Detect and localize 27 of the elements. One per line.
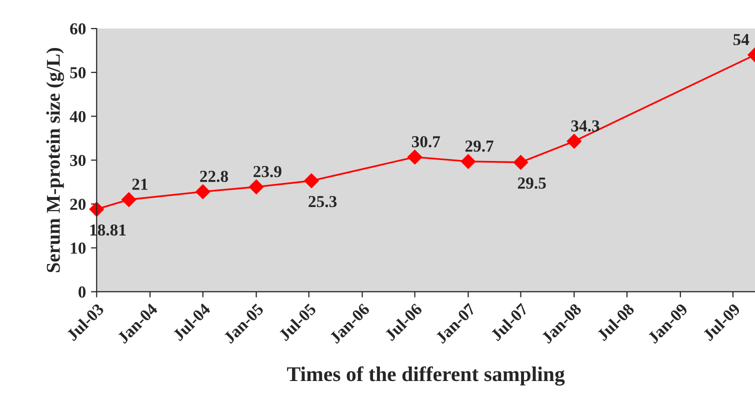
y-tick-label: 60 [70,23,86,35]
data-label: 21 [132,178,148,190]
y-tick-label: 50 [70,67,86,78]
y-tick-label: 20 [70,198,86,210]
y-axis-title: Serum M-protein size (g/L) [46,48,64,272]
point [460,154,476,169]
data-label: 25.3 [308,196,337,208]
data-label: 29.5 [518,178,546,189]
data-label: 30.7 [412,136,440,148]
point [407,150,422,164]
data-label: 22.8 [200,170,228,182]
point [248,180,264,194]
point [195,184,210,200]
data-label: 29.7 [465,140,494,152]
x-axis-title: Times of the different sampling [287,366,565,386]
y-tick-label: 40 [70,110,86,122]
y-tick-label: 0 [78,286,86,298]
point [121,192,136,208]
y-tick-label: 10 [70,242,86,254]
point [513,154,528,170]
data-label: 23.9 [254,166,282,178]
data-label: 54 [733,34,750,46]
point [304,173,319,188]
point [89,202,104,217]
y-tick-label: 30 [70,154,86,166]
data-label: 34.3 [571,120,600,132]
point [566,134,582,149]
